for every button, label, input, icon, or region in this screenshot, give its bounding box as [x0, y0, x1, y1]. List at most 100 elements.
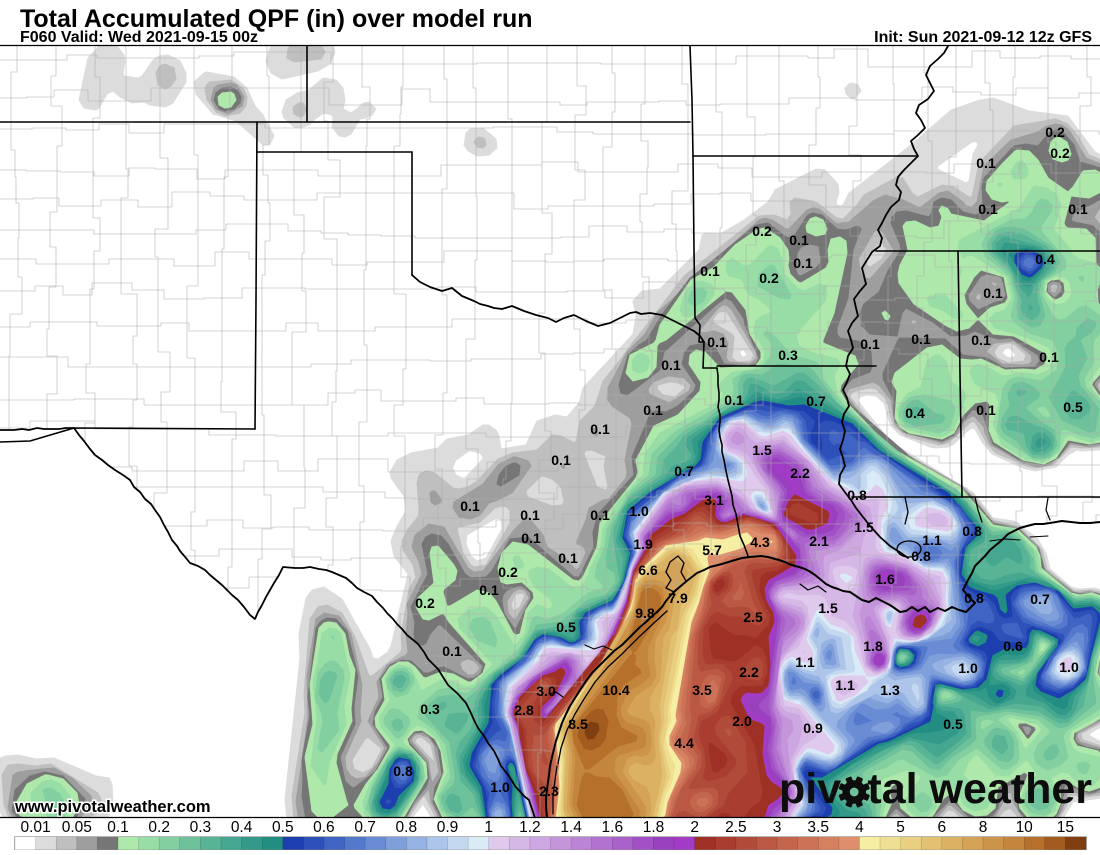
svg-text:0.6: 0.6: [1003, 638, 1023, 654]
svg-text:0.2: 0.2: [148, 819, 170, 836]
svg-text:1.6: 1.6: [602, 819, 624, 836]
svg-text:0.3: 0.3: [778, 347, 798, 363]
svg-text:0.1: 0.1: [520, 507, 540, 523]
svg-text:0.1: 0.1: [971, 332, 991, 348]
svg-text:0.2: 0.2: [1050, 145, 1070, 161]
svg-text:0.4: 0.4: [231, 819, 253, 836]
svg-text:0.8: 0.8: [962, 523, 982, 539]
svg-text:2.0: 2.0: [732, 713, 752, 729]
svg-text:5: 5: [896, 819, 905, 836]
svg-text:0.5: 0.5: [556, 619, 576, 635]
svg-text:piv: piv: [779, 765, 841, 813]
svg-text:0.2: 0.2: [759, 270, 779, 286]
svg-text:8: 8: [979, 819, 988, 836]
svg-text:0.1: 0.1: [911, 331, 931, 347]
svg-text:0.4: 0.4: [1035, 251, 1055, 267]
svg-text:0.01: 0.01: [21, 819, 51, 836]
svg-text:1.1: 1.1: [835, 677, 855, 693]
svg-text:5.7: 5.7: [702, 542, 722, 558]
svg-text:1.5: 1.5: [752, 442, 772, 458]
svg-text:0.05: 0.05: [62, 819, 92, 836]
svg-text:1.1: 1.1: [795, 654, 815, 670]
svg-text:0.6: 0.6: [313, 819, 335, 836]
svg-text:0.8: 0.8: [911, 548, 931, 564]
svg-text:0.9: 0.9: [437, 819, 459, 836]
svg-text:3.1: 3.1: [704, 492, 724, 508]
svg-text:0.1: 0.1: [479, 582, 499, 598]
svg-text:0.1: 0.1: [442, 643, 462, 659]
svg-text:2.5: 2.5: [743, 609, 763, 625]
svg-text:1.4: 1.4: [560, 819, 582, 836]
svg-text:0.8: 0.8: [847, 487, 867, 503]
svg-text:4: 4: [855, 819, 864, 836]
svg-text:4.4: 4.4: [674, 735, 694, 751]
svg-text:4.3: 4.3: [750, 534, 770, 550]
svg-text:7.9: 7.9: [668, 590, 688, 606]
svg-text:3.5: 3.5: [807, 819, 829, 836]
svg-text:0.7: 0.7: [674, 463, 694, 479]
svg-text:1.9: 1.9: [633, 536, 653, 552]
svg-text:3: 3: [773, 819, 782, 836]
svg-text:0.1: 0.1: [724, 392, 744, 408]
svg-text:3.0: 3.0: [536, 683, 556, 699]
svg-text:1.0: 1.0: [490, 779, 510, 795]
svg-text:0.1: 0.1: [707, 334, 727, 350]
svg-text:2.2: 2.2: [739, 664, 759, 680]
svg-text:1.2: 1.2: [519, 819, 541, 836]
svg-text:1.1: 1.1: [922, 532, 942, 548]
svg-text:0.8: 0.8: [393, 763, 413, 779]
svg-text:0.1: 0.1: [590, 421, 610, 437]
svg-text:1: 1: [484, 819, 493, 836]
svg-text:0.1: 0.1: [789, 232, 809, 248]
svg-text:1.0: 1.0: [958, 660, 978, 676]
svg-text:0.8: 0.8: [396, 819, 418, 836]
svg-text:0.1: 0.1: [700, 263, 720, 279]
svg-text:2.5: 2.5: [725, 819, 747, 836]
svg-text:0.7: 0.7: [806, 393, 826, 409]
svg-text:1.0: 1.0: [1059, 659, 1079, 675]
svg-text:0.1: 0.1: [643, 402, 663, 418]
svg-text:10: 10: [1016, 819, 1034, 836]
svg-text:2.3: 2.3: [539, 783, 559, 799]
svg-text:0.2: 0.2: [498, 564, 518, 580]
svg-text:8.5: 8.5: [568, 716, 588, 732]
svg-text:1.8: 1.8: [643, 819, 665, 836]
svg-text:15: 15: [1057, 819, 1074, 836]
svg-text:3.5: 3.5: [692, 682, 712, 698]
svg-text:1.5: 1.5: [854, 519, 874, 535]
svg-text:0.1: 0.1: [551, 452, 571, 468]
svg-text:0.2: 0.2: [415, 595, 435, 611]
svg-text:1.3: 1.3: [880, 682, 900, 698]
svg-text:0.1: 0.1: [661, 357, 681, 373]
svg-text:0.1: 0.1: [590, 507, 610, 523]
svg-text:0.1: 0.1: [558, 550, 578, 566]
svg-text:0.2: 0.2: [1045, 124, 1065, 140]
svg-text:0.1: 0.1: [860, 336, 880, 352]
svg-text:0.1: 0.1: [793, 255, 813, 271]
svg-text:1.5: 1.5: [818, 600, 838, 616]
svg-text:0.3: 0.3: [190, 819, 212, 836]
svg-text:2.1: 2.1: [809, 533, 829, 549]
svg-text:0.1: 0.1: [460, 498, 480, 514]
svg-text:0.1: 0.1: [976, 402, 996, 418]
svg-text:1.0: 1.0: [629, 503, 649, 519]
svg-text:0.8: 0.8: [964, 590, 984, 606]
svg-text:6: 6: [937, 819, 946, 836]
svg-text:0.1: 0.1: [107, 819, 129, 836]
svg-text:2.8: 2.8: [514, 702, 534, 718]
svg-text:2: 2: [690, 819, 699, 836]
svg-text:0.5: 0.5: [1063, 399, 1083, 415]
svg-text:0.5: 0.5: [272, 819, 294, 836]
svg-text:Init: Sun 2021-09-12 12z GFS: Init: Sun 2021-09-12 12z GFS: [874, 29, 1092, 46]
svg-text:1.8: 1.8: [863, 638, 883, 654]
svg-text:0.3: 0.3: [420, 701, 440, 717]
svg-text:0.2: 0.2: [752, 223, 772, 239]
svg-text:F060 Valid: Wed 2021-09-15 00z: F060 Valid: Wed 2021-09-15 00z: [20, 29, 258, 46]
svg-text:0.1: 0.1: [976, 155, 996, 171]
svg-text:0.7: 0.7: [1030, 591, 1050, 607]
svg-text:0.1: 0.1: [978, 201, 998, 217]
svg-text:9.8: 9.8: [635, 605, 655, 621]
svg-text:0.5: 0.5: [943, 716, 963, 732]
svg-text:www.pivotalweather.com: www.pivotalweather.com: [14, 798, 211, 816]
svg-text:6.6: 6.6: [638, 562, 658, 578]
